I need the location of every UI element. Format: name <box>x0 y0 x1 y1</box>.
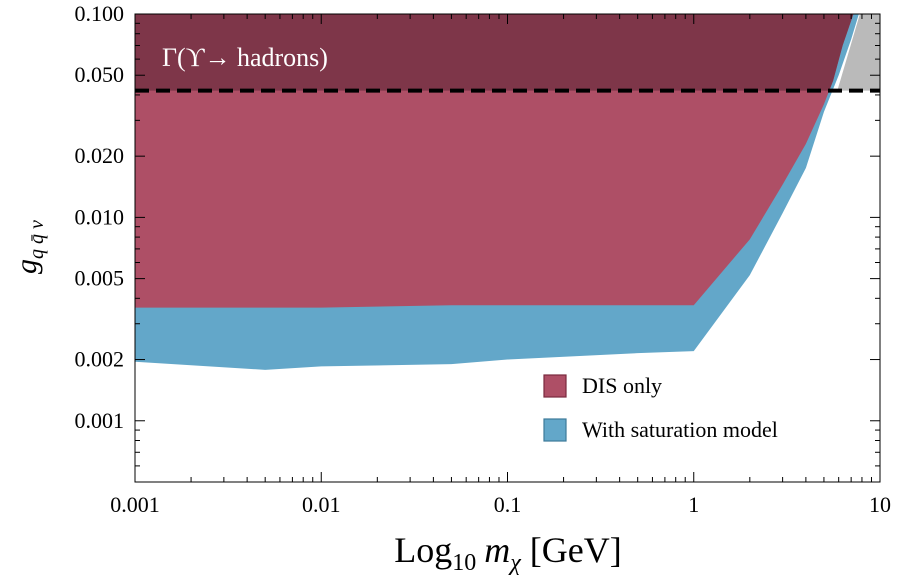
y-tick-label: 0.020 <box>75 143 125 168</box>
y-axis-label-main: g <box>10 259 43 274</box>
ticks-layer <box>134 13 881 483</box>
legend: DIS only With saturation model <box>543 373 778 442</box>
legend-swatch-saturation-model <box>543 418 567 442</box>
x-axis-label-main: Log <box>394 530 452 570</box>
legend-label-dis-only: DIS only <box>582 373 662 398</box>
x-tick-label: 1 <box>688 492 699 517</box>
y-tick-label: 0.100 <box>75 1 125 26</box>
x-tick-label: 0.001 <box>110 492 160 517</box>
y-tick-label: 0.001 <box>75 408 125 433</box>
x-axis-label: Log10 mχ [GeV] <box>394 530 622 575</box>
excluded-region-grey <box>837 14 880 91</box>
x-tick-label: 0.1 <box>494 492 522 517</box>
x-axis-label-var: m <box>484 530 510 570</box>
y-tick-label: 0.010 <box>75 204 125 229</box>
y-tick-label: 0.002 <box>75 347 125 372</box>
y-axis-label-sub: q q̄ v <box>26 220 48 259</box>
tick-labels-layer: 0.001 0.01 0.1 1 10 0.100 0.050 0.020 0.010 0.005… <box>75 1 892 517</box>
y-tick-label: 0.050 <box>75 62 125 87</box>
y-axis-label: gq q̄ v <box>10 220 48 274</box>
regions-layer <box>135 14 880 370</box>
x-axis-label-varsub: χ <box>508 550 522 575</box>
legend-label-saturation-model: With saturation model <box>582 417 778 442</box>
x-tick-label: 10 <box>869 492 891 517</box>
y-tick-label: 0.005 <box>75 266 125 291</box>
excluded-region-hadrons <box>135 14 854 91</box>
x-axis-label-unit: [GeV] <box>521 530 622 570</box>
legend-swatch-dis-only <box>543 374 567 398</box>
x-tick-label: 0.01 <box>302 492 341 517</box>
hadrons-bound-label: Γ(ϒ→ hadrons) <box>162 43 328 72</box>
x-axis-label-sub: 10 <box>452 550 476 575</box>
